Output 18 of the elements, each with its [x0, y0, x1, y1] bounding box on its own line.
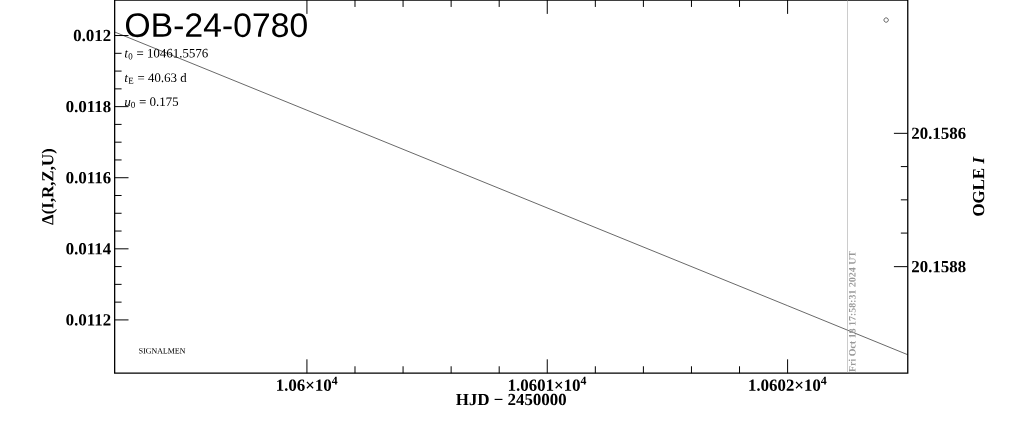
y-axis-title: Δ(I,R,Z,U)	[41, 149, 57, 225]
annotation: Fri Oct 18 17:58:31 2024 UT	[848, 251, 856, 372]
y2-axis-title: OGLE I	[972, 156, 985, 216]
x-axis-title: HJD − 2450000	[456, 393, 566, 406]
y-tick-label: 0.012	[73, 29, 111, 42]
annotation: t$_{0}$ = 10461.5576	[124, 48, 208, 60]
y-tick-label: 0.0116	[66, 172, 111, 184]
y2-tick-label: 20.1586	[912, 127, 966, 140]
y2-tick-label: 20.1588	[912, 261, 966, 273]
y-tick-label: 0.0114	[66, 243, 111, 255]
x-tick-label: 1.0601×10$^{4}$	[508, 376, 587, 392]
y-tick-label: 0.0118	[66, 100, 111, 113]
y-tick-label: 0.0112	[66, 314, 111, 326]
chart-title: OB-24-0780	[125, 13, 307, 38]
annotation: u$_{0}$ = 0.175	[125, 97, 179, 109]
x-tick-label: 1.0602×10$^{4}$	[749, 376, 827, 392]
x-tick-label: 1.06×10$^{4}$	[277, 376, 338, 392]
annotation: t$_{E}$ = 40.63 d	[124, 73, 187, 84]
